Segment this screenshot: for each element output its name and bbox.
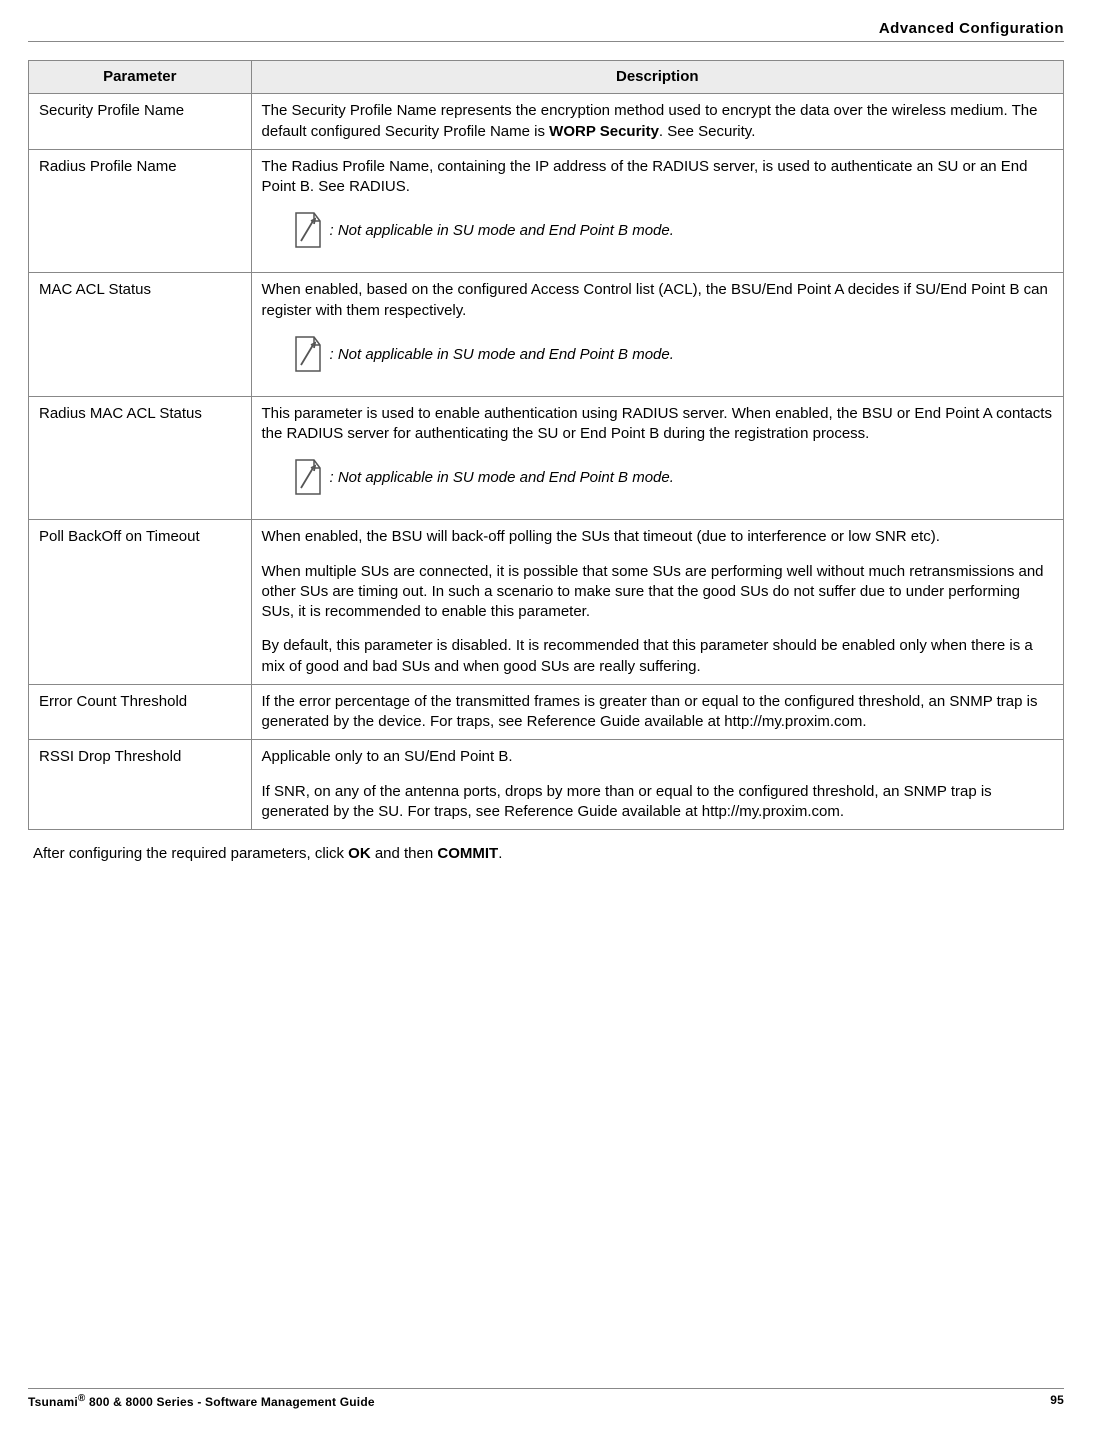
desc-text: . xyxy=(751,123,755,140)
desc-cell: This parameter is used to enable authent… xyxy=(251,396,1063,520)
after-t3: . xyxy=(498,845,502,862)
after-t2: and then xyxy=(371,845,438,862)
page-footer: Tsunami® 800 & 8000 Series - Software Ma… xyxy=(28,1388,1064,1409)
after-commit: COMMIT xyxy=(437,845,498,862)
col-header-parameter: Parameter xyxy=(29,61,252,94)
desc-bold: WORP Security xyxy=(549,123,659,140)
desc-cell: When enabled, based on the configured Ac… xyxy=(251,273,1063,397)
param-cell: RSSI Drop Threshold xyxy=(29,740,252,830)
note-text: : Not applicable in SU mode and End Poin… xyxy=(330,221,674,241)
table-row: Security Profile Name The Security Profi… xyxy=(29,94,1064,150)
after-t1: After configuring the required parameter… xyxy=(33,845,348,862)
desc-cell: When enabled, the BSU will back-off poll… xyxy=(251,520,1063,685)
table-row: Radius Profile Name The Radius Profile N… xyxy=(29,149,1064,273)
desc-text: By default, this parameter is disabled. … xyxy=(262,636,1053,677)
desc-text: This parameter is used to enable authent… xyxy=(262,404,1053,445)
link-proxim[interactable]: http://my.proxim.com xyxy=(702,803,840,820)
desc-text: Applicable only to an SU/End Point B. xyxy=(262,747,1053,767)
table-row: Poll BackOff on Timeout When enabled, th… xyxy=(29,520,1064,685)
col-header-description: Description xyxy=(251,61,1063,94)
note: : Not applicable in SU mode and End Poin… xyxy=(290,458,1053,498)
desc-text: When enabled, the BSU will back-off poll… xyxy=(262,527,1053,547)
note: : Not applicable in SU mode and End Poin… xyxy=(290,335,1053,375)
note-icon xyxy=(290,458,324,498)
link-radius[interactable]: RADIUS xyxy=(349,178,406,195)
link-security[interactable]: Security xyxy=(698,123,751,140)
param-cell: Error Count Threshold xyxy=(29,684,252,740)
table-row: Radius MAC ACL Status This parameter is … xyxy=(29,396,1064,520)
footer-title: 800 & 8000 Series - Software Management … xyxy=(85,1395,374,1409)
note-icon xyxy=(290,211,324,251)
desc-text: When enabled, based on the configured Ac… xyxy=(262,280,1053,321)
desc-cell: Applicable only to an SU/End Point B. If… xyxy=(251,740,1063,830)
header-rule xyxy=(28,41,1064,42)
param-cell: Radius Profile Name xyxy=(29,149,252,273)
desc-text: . xyxy=(840,803,844,820)
note-icon xyxy=(290,335,324,375)
desc-cell: The Radius Profile Name, containing the … xyxy=(251,149,1063,273)
note-text: : Not applicable in SU mode and End Poin… xyxy=(330,468,674,488)
page-number: 95 xyxy=(1050,1393,1064,1409)
note-text: : Not applicable in SU mode and End Poin… xyxy=(330,345,674,365)
footer-left: Tsunami® 800 & 8000 Series - Software Ma… xyxy=(28,1393,375,1409)
desc-text: . See xyxy=(659,123,698,140)
desc-text: . xyxy=(862,713,866,730)
section-title: Advanced Configuration xyxy=(28,20,1064,37)
footer-product: Tsunami xyxy=(28,1395,78,1409)
after-ok: OK xyxy=(348,845,371,862)
desc-cell: If the error percentage of the transmitt… xyxy=(251,684,1063,740)
after-table-text: After configuring the required parameter… xyxy=(28,844,1064,864)
param-cell: Radius MAC ACL Status xyxy=(29,396,252,520)
desc-text: . xyxy=(406,178,410,195)
param-cell: MAC ACL Status xyxy=(29,273,252,397)
table-row: MAC ACL Status When enabled, based on th… xyxy=(29,273,1064,397)
footer-rule xyxy=(28,1388,1064,1389)
table-row: RSSI Drop Threshold Applicable only to a… xyxy=(29,740,1064,830)
parameter-table: Parameter Description Security Profile N… xyxy=(28,60,1064,830)
table-row: Error Count Threshold If the error perce… xyxy=(29,684,1064,740)
link-proxim[interactable]: http://my.proxim.com xyxy=(724,713,862,730)
param-cell: Security Profile Name xyxy=(29,94,252,150)
desc-text: If SNR, on any of the antenna ports, dro… xyxy=(262,783,992,820)
note: : Not applicable in SU mode and End Poin… xyxy=(290,211,1053,251)
table-header-row: Parameter Description xyxy=(29,61,1064,94)
desc-text: When multiple SUs are connected, it is p… xyxy=(262,562,1053,623)
desc-cell: The Security Profile Name represents the… xyxy=(251,94,1063,150)
desc-text: If the error percentage of the transmitt… xyxy=(262,693,1038,730)
param-cell: Poll BackOff on Timeout xyxy=(29,520,252,685)
